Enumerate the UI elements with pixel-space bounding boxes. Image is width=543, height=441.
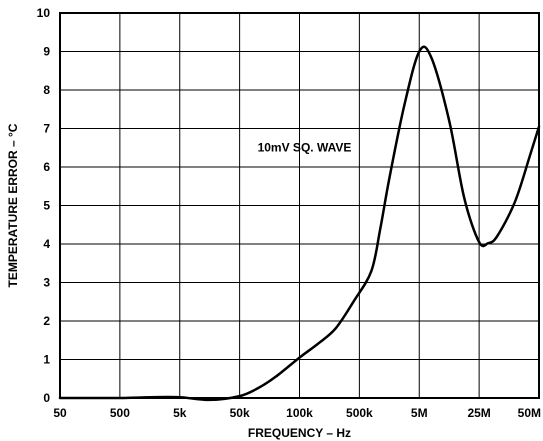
y-tick-label: 6	[43, 160, 50, 174]
y-tick-label: 10	[37, 6, 51, 20]
y-tick-label: 8	[43, 83, 50, 97]
annotation-label: 10mV SQ. WAVE	[258, 141, 352, 155]
y-axis-title: TEMPERATURE ERROR – °C	[6, 123, 20, 287]
x-tick-label: 50	[53, 406, 67, 420]
series-line	[58, 45, 541, 402]
y-tick-label: 3	[43, 276, 50, 290]
plot-frame	[59, 12, 540, 399]
x-tick-label: 500k	[346, 406, 373, 420]
x-tick-label: 500	[110, 406, 130, 420]
y-tick-labels: 0 1 2 3 4 5 6 7 8 9 10	[37, 6, 51, 405]
y-tick-label: 9	[43, 45, 50, 59]
y-tick-label: 1	[43, 353, 50, 367]
x-axis-title: FREQUENCY – Hz	[248, 426, 351, 440]
x-tick-label: 25M	[467, 406, 490, 420]
y-tick-label: 0	[43, 391, 50, 405]
x-tick-label: 5M	[411, 406, 428, 420]
x-tick-label: 5k	[173, 406, 187, 420]
x-tick-label: 50k	[230, 406, 250, 420]
x-tick-label: 50M	[518, 406, 541, 420]
y-tick-label: 2	[43, 314, 50, 328]
y-tick-label: 4	[43, 237, 50, 251]
x-tick-labels: 50 500 5k 50k 100k 500k 5M 25M 50M	[53, 406, 541, 420]
y-tick-label: 7	[43, 122, 50, 136]
x-tick-label: 100k	[286, 406, 313, 420]
y-tick-label: 5	[43, 199, 50, 213]
